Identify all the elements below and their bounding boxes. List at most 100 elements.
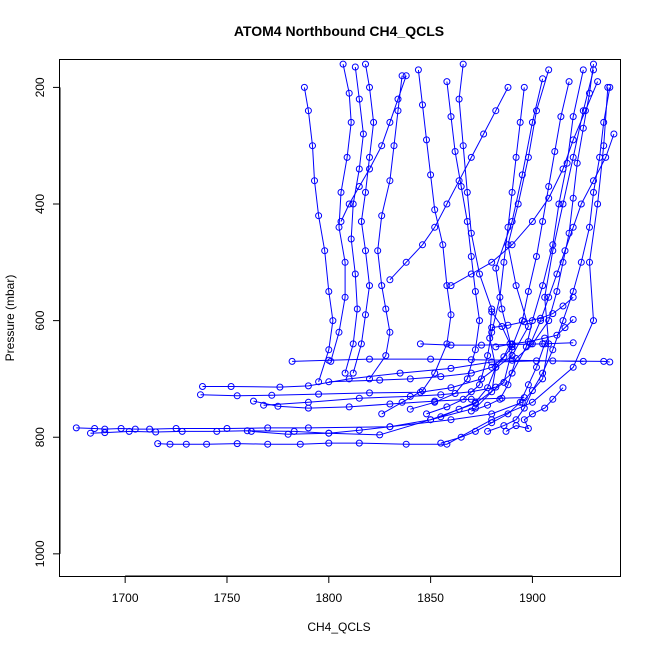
data-point bbox=[565, 78, 573, 86]
data-point bbox=[484, 352, 492, 360]
data-point bbox=[250, 397, 257, 405]
data-point bbox=[484, 401, 492, 409]
data-point bbox=[419, 387, 426, 395]
data-point bbox=[304, 382, 312, 390]
data-point bbox=[457, 433, 465, 441]
data-point bbox=[561, 324, 569, 332]
data-point bbox=[315, 378, 323, 386]
data-point bbox=[87, 429, 94, 437]
data-point bbox=[351, 63, 359, 71]
y-tick-label: 600 bbox=[33, 310, 47, 330]
data-point bbox=[321, 247, 329, 255]
data-point bbox=[386, 177, 394, 185]
data-point bbox=[437, 373, 445, 381]
data-point bbox=[457, 183, 465, 190]
data-point bbox=[512, 422, 520, 430]
data-point bbox=[586, 258, 593, 266]
data-point bbox=[590, 177, 597, 185]
data-point bbox=[309, 142, 316, 150]
data-point bbox=[349, 200, 357, 208]
data-point bbox=[581, 107, 589, 115]
data-point bbox=[276, 383, 284, 391]
data-point bbox=[569, 194, 577, 202]
data-point bbox=[484, 427, 492, 435]
profile-line-6 bbox=[253, 397, 525, 409]
data-point bbox=[447, 282, 455, 290]
data-point bbox=[311, 177, 318, 185]
data-point bbox=[386, 276, 394, 284]
data-point bbox=[355, 439, 363, 447]
data-point bbox=[355, 95, 363, 103]
profile-line-28 bbox=[389, 87, 509, 281]
data-point bbox=[443, 78, 451, 86]
data-point bbox=[349, 340, 357, 348]
data-point bbox=[539, 218, 547, 225]
data-point bbox=[455, 405, 463, 413]
data-point bbox=[325, 288, 333, 295]
data-point bbox=[565, 229, 573, 237]
data-point bbox=[520, 83, 528, 91]
data-point bbox=[512, 282, 520, 290]
profile-line-15 bbox=[369, 75, 403, 380]
data-point bbox=[325, 378, 333, 386]
data-point bbox=[549, 395, 557, 403]
data-point bbox=[579, 124, 587, 132]
profile-line-14 bbox=[352, 64, 375, 374]
data-point bbox=[504, 410, 512, 418]
data-point bbox=[125, 427, 133, 435]
data-point bbox=[579, 357, 587, 365]
profile-line-21 bbox=[487, 87, 611, 432]
data-point bbox=[447, 113, 455, 121]
data-point bbox=[366, 153, 373, 161]
profile-line-1 bbox=[76, 69, 594, 430]
data-point bbox=[508, 188, 516, 196]
data-point bbox=[586, 223, 593, 231]
y-tick-label: 200 bbox=[33, 77, 47, 97]
data-point bbox=[315, 212, 323, 220]
data-point bbox=[341, 258, 349, 266]
data-point bbox=[329, 317, 337, 325]
data-point bbox=[178, 427, 186, 435]
data-point bbox=[516, 118, 524, 126]
data-point bbox=[559, 302, 567, 310]
y-tick-label: 800 bbox=[33, 427, 47, 447]
data-point bbox=[488, 363, 496, 371]
data-point bbox=[606, 358, 614, 366]
data-point bbox=[341, 293, 349, 301]
y-axis: 200 400 600 800 1000 bbox=[33, 77, 61, 567]
data-point bbox=[504, 321, 512, 329]
data-point bbox=[467, 369, 475, 377]
data-point bbox=[370, 118, 378, 126]
x-tick-label: 1800 bbox=[315, 591, 342, 605]
data-point bbox=[351, 270, 359, 278]
data-point bbox=[539, 340, 547, 348]
data-point bbox=[512, 355, 520, 362]
data-point bbox=[577, 258, 585, 266]
data-point bbox=[563, 159, 571, 167]
data-point bbox=[484, 384, 492, 392]
data-point bbox=[366, 83, 373, 91]
profile-line-11 bbox=[303, 87, 334, 382]
data-point bbox=[451, 148, 459, 155]
data-point bbox=[394, 95, 402, 103]
data-point bbox=[504, 381, 512, 389]
data-point bbox=[101, 429, 109, 437]
data-point bbox=[227, 383, 235, 390]
data-point bbox=[423, 136, 430, 144]
data-point bbox=[345, 200, 353, 208]
data-point bbox=[345, 375, 353, 383]
data-point bbox=[339, 60, 347, 68]
data-point bbox=[197, 391, 204, 399]
data-point bbox=[467, 270, 475, 278]
data-point bbox=[488, 308, 496, 316]
data-point bbox=[492, 343, 500, 351]
data-point bbox=[488, 258, 496, 266]
data-point bbox=[427, 355, 435, 363]
data-point bbox=[243, 427, 251, 435]
data-point bbox=[559, 317, 567, 325]
data-point bbox=[374, 247, 382, 255]
data-point bbox=[528, 118, 536, 126]
data-point bbox=[496, 293, 504, 301]
profile-line-25 bbox=[491, 296, 574, 329]
data-point bbox=[602, 153, 610, 161]
